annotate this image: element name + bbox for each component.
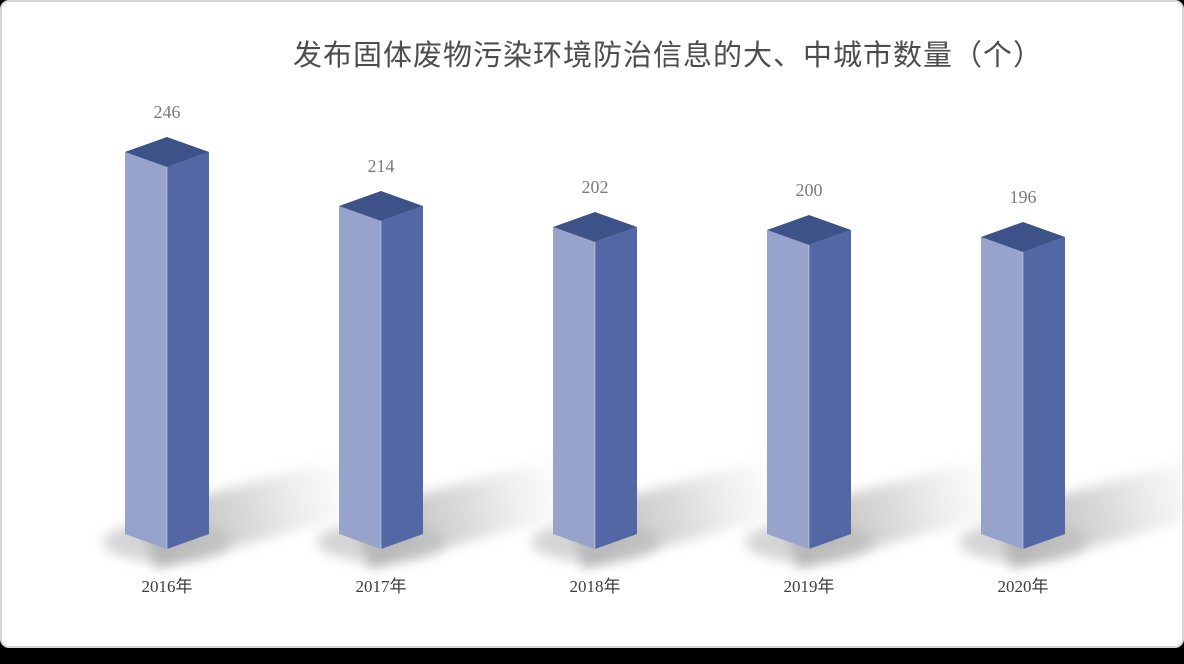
bar-3d-column — [339, 191, 423, 549]
bar-top-face — [339, 191, 423, 221]
bar-left-face — [339, 206, 381, 549]
bar-3d-column — [125, 137, 209, 549]
bar-top-face — [553, 212, 637, 242]
value-label: 200 — [795, 180, 823, 200]
category-label: 2019年 — [783, 577, 835, 596]
bar-right-face — [809, 230, 851, 549]
bar-top-face — [981, 222, 1065, 252]
value-label: 202 — [581, 177, 609, 197]
bottom-black-strip — [0, 648, 1184, 664]
value-label: 214 — [367, 156, 395, 176]
bar-left-face — [767, 230, 809, 549]
column-layer — [125, 137, 1065, 549]
bar-right-face — [595, 227, 637, 549]
bar-3d-column — [981, 222, 1065, 549]
bar-left-face — [125, 152, 167, 549]
category-label: 2020年 — [997, 577, 1049, 596]
bar-left-face — [981, 237, 1023, 549]
bar-top-face — [767, 215, 851, 245]
chart-card: 发布固体废物污染环境防治信息的大、中城市数量（个） 246 2016年 214 201… — [0, 0, 1184, 648]
value-label: 246 — [153, 102, 181, 122]
bar-top-face — [125, 137, 209, 167]
chart-canvas — [103, 137, 1182, 569]
value-label: 196 — [1009, 187, 1037, 207]
category-label: 2018年 — [569, 577, 621, 596]
chart-title: 发布固体废物污染环境防治信息的大、中城市数量（个） — [292, 40, 1043, 72]
bar-left-face — [553, 227, 595, 549]
category-label: 2017年 — [355, 577, 407, 596]
bar-3d-column — [553, 212, 637, 549]
category-label: 2016年 — [141, 577, 193, 596]
bar-right-face — [1023, 237, 1065, 549]
bar-right-face — [381, 206, 423, 549]
bar-right-face — [167, 152, 209, 549]
bar-3d-column — [767, 215, 851, 549]
